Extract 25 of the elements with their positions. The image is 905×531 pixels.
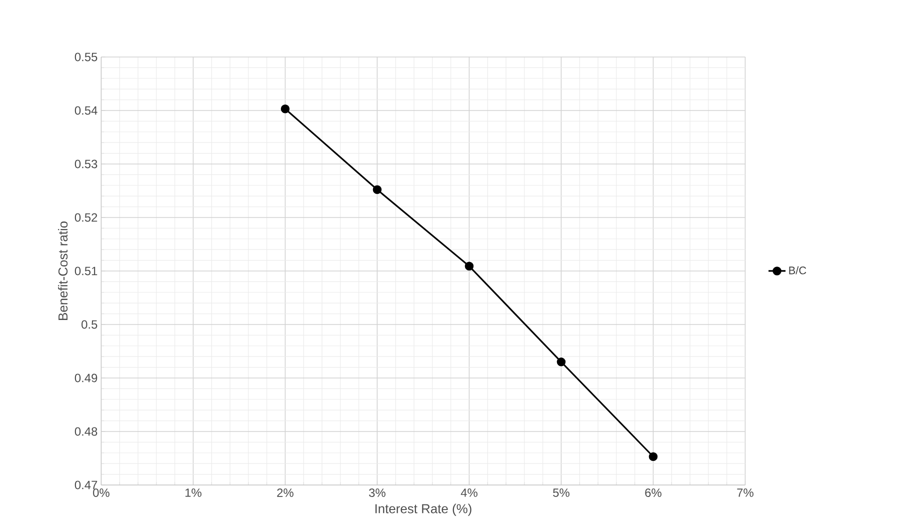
point: [648, 452, 658, 462]
y-axis-title: Benefit-Cost ratio: [58, 222, 68, 320]
x-tick-label: 0%: [93, 488, 110, 497]
y-tick-label: 0.53: [74, 160, 98, 168]
y-tick-label: 0.54: [74, 106, 98, 115]
y-tick-label: 0.52: [74, 213, 98, 222]
point: [464, 262, 474, 271]
x-tick-label: 7%: [737, 488, 754, 497]
point: [372, 185, 382, 194]
legend-label: B/C: [789, 266, 806, 274]
x-axis-title: Interest Rate (%): [375, 504, 472, 516]
y-tick-label: 0.51: [74, 266, 98, 276]
point: [556, 358, 566, 366]
point: [280, 104, 290, 114]
x-tick-label: 1%: [185, 488, 202, 497]
x-tick-label: 3%: [369, 488, 386, 497]
y-tick-label: 0.55: [74, 52, 98, 62]
x-tick-label: 6%: [645, 488, 662, 497]
y-tick-label: 0.48: [74, 427, 98, 436]
y-tick-label: 0.49: [74, 374, 98, 382]
x-tick-label: 5%: [553, 488, 570, 497]
y-tick-label: 0.47: [74, 480, 98, 490]
x-tick-label: 2%: [277, 488, 294, 497]
y-tick-label: 0.5: [82, 320, 98, 329]
x-tick-label: 4%: [460, 488, 478, 497]
